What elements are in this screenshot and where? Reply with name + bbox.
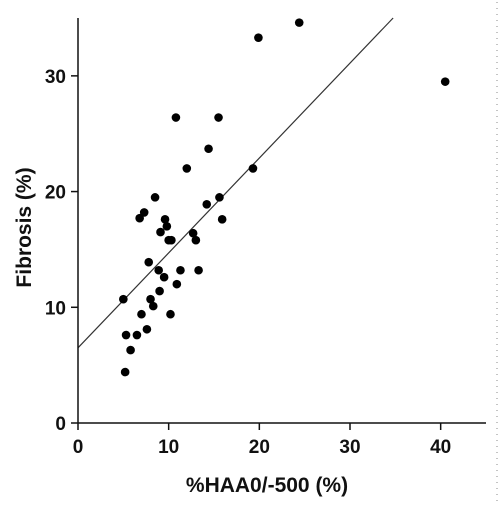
data-point [217,215,227,224]
fit-line-layer [77,17,394,349]
data-point [176,265,185,275]
y-tick-label: 10 [45,298,66,319]
data-point [148,301,158,311]
points-layer [119,18,450,377]
data-point [121,330,131,340]
ticks-layer: 0 10 20 30 40 0 10 20 30 [45,67,451,458]
x-tick-label: 40 [430,437,451,458]
data-point [254,33,263,42]
data-point [188,228,198,238]
data-point [150,193,160,202]
data-point [159,272,169,282]
data-point [167,235,176,245]
data-point [144,257,154,267]
data-point [162,221,172,231]
x-tick-label: 30 [339,437,360,458]
data-point [215,193,224,202]
x-tick-label: 20 [249,437,270,458]
data-point [126,345,135,355]
y-tick-label: 0 [55,414,66,435]
data-point [214,113,223,122]
regression-line [77,17,394,349]
data-point [202,200,212,209]
data-point [155,286,164,296]
data-point [137,309,146,319]
x-tick-label: 0 [73,437,84,458]
data-point [135,213,144,223]
data-point [182,164,192,173]
axes-layer [77,18,486,424]
data-point [440,77,450,86]
data-point [142,324,152,334]
data-point [194,265,203,275]
data-point [146,294,155,304]
data-point [171,113,181,122]
data-point [172,279,182,289]
data-point [204,144,213,154]
data-point [139,208,149,217]
data-point [294,18,304,27]
y-axis-title: Fibrosis (%) [13,167,36,287]
data-point [119,294,128,304]
data-point [120,367,130,377]
data-point [166,309,175,319]
y-tick-label: 20 [45,183,66,204]
data-point [191,235,201,245]
x-tick-label: 10 [158,437,179,458]
y-tick-label: 30 [45,67,66,88]
data-point [156,227,165,237]
data-point [154,265,163,275]
data-point [160,215,170,224]
data-point [132,330,142,340]
data-point [248,164,258,173]
x-axis-title: %HAA0/-500 (%) [186,474,348,497]
